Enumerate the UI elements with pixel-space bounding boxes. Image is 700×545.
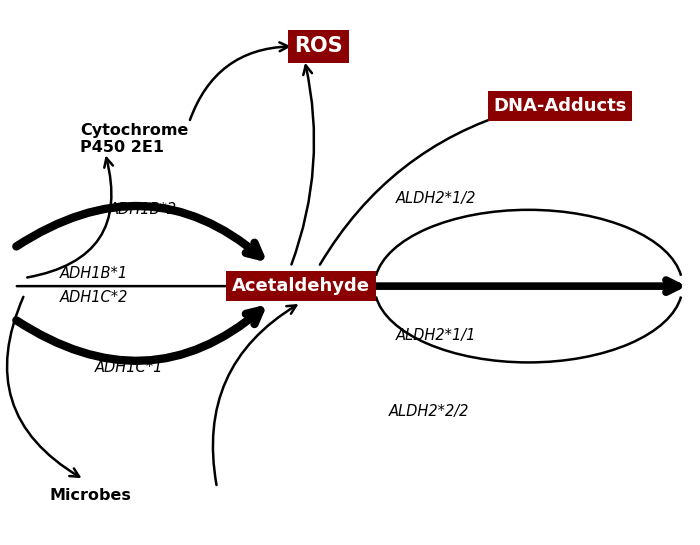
Text: Cytochrome
P450 2E1: Cytochrome P450 2E1	[80, 123, 189, 155]
Text: ALDH2*1/2: ALDH2*1/2	[395, 191, 476, 207]
Text: ROS: ROS	[294, 37, 343, 56]
Text: Microbes: Microbes	[49, 488, 131, 504]
Text: Acetaldehyde: Acetaldehyde	[232, 277, 370, 295]
Text: ALDH2*2/2: ALDH2*2/2	[389, 404, 469, 419]
Text: ADH1C*1: ADH1C*1	[94, 360, 163, 376]
Text: ADH1B*2: ADH1B*2	[108, 202, 176, 217]
Text: ADH1B*1: ADH1B*1	[60, 266, 127, 281]
Text: ALDH2*1/1: ALDH2*1/1	[395, 328, 476, 343]
Text: ADH1C*2: ADH1C*2	[60, 289, 128, 305]
Text: DNA-Adducts: DNA-Adducts	[494, 97, 626, 116]
